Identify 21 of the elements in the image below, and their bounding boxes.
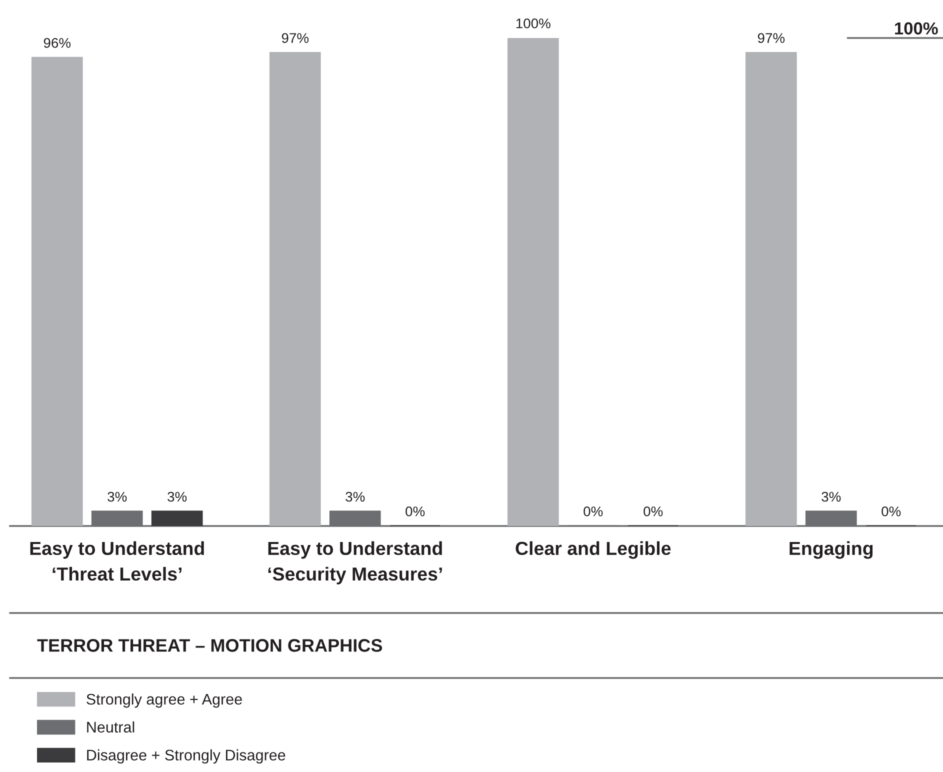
ref-line-label: 100%	[895, 22, 938, 35]
legend-label: Disagree + Strongly Disagree	[87, 749, 286, 764]
data-label: 3%	[168, 492, 187, 502]
data-label: 97%	[282, 33, 309, 43]
legend-label: Strongly agree + Agree	[86, 693, 242, 708]
data-label: 0%	[584, 506, 603, 516]
data-label: 100%	[516, 18, 550, 28]
x-tick-label: Clear and Legible	[516, 541, 671, 559]
x-tick-label: Easy to Understand ‘Security Measures’	[268, 541, 442, 584]
data-label: 0%	[882, 506, 901, 516]
data-label: 0%	[406, 506, 425, 516]
data-label: 97%	[758, 33, 785, 43]
x-tick-label: Engaging	[790, 541, 873, 559]
text: TERROR THREAT – MOTION GRAPHICS	[37, 639, 382, 652]
legend-label: Neutral	[87, 721, 134, 733]
data-label: 0%	[644, 506, 663, 516]
data-label: 3%	[346, 492, 365, 502]
data-label: 3%	[822, 492, 841, 502]
data-label: 3%	[108, 492, 127, 502]
data-label: 96%	[44, 38, 71, 48]
x-tick-label: Easy to Understand ‘Threat Levels’	[30, 541, 204, 581]
